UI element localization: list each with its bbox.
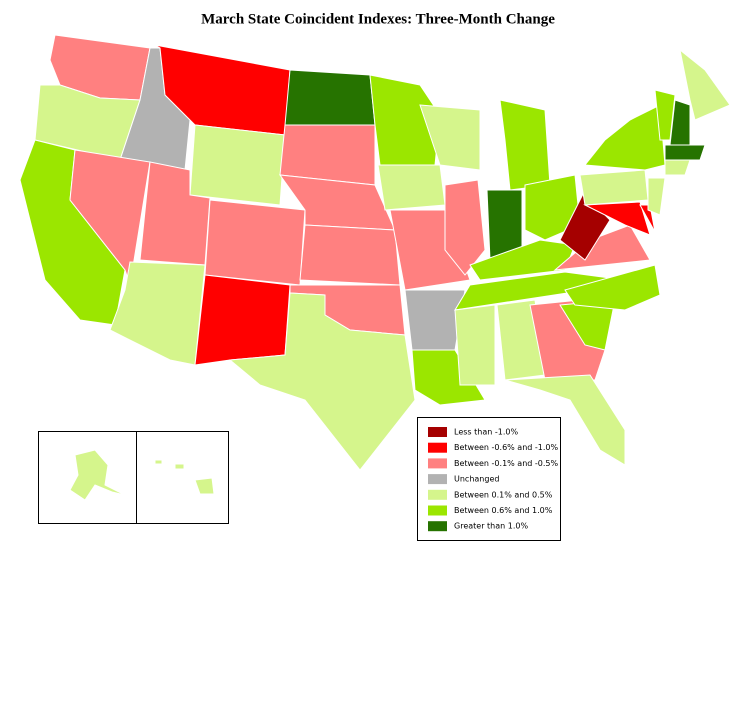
state (504, 374, 626, 466)
state (154, 459, 163, 465)
state (228, 292, 416, 471)
state (664, 159, 691, 176)
state (654, 89, 676, 141)
state (194, 274, 291, 366)
state (579, 169, 649, 206)
state (194, 477, 215, 495)
state (69, 449, 126, 501)
state (377, 164, 446, 211)
legend-swatch (428, 505, 447, 516)
legend-swatch (428, 442, 447, 453)
state (204, 199, 306, 286)
legend-swatch (428, 521, 447, 532)
legend-label: Unchanged (454, 475, 499, 484)
state (411, 349, 486, 406)
state (299, 224, 401, 286)
state (139, 161, 211, 266)
state (444, 179, 486, 276)
state (174, 463, 185, 470)
legend-swatch (428, 458, 447, 469)
state (284, 69, 376, 126)
legend-label: Greater than 1.0% (454, 522, 528, 531)
state (524, 174, 581, 241)
map-title: March State Coincident Indexes: Three-Mo… (201, 11, 555, 27)
state (189, 124, 286, 206)
legend-swatch (428, 489, 447, 500)
state (679, 48, 731, 121)
inset-frame (38, 431, 229, 524)
legend-label: Between -0.6% and -1.0% (454, 443, 559, 452)
legend-label: Between 0.1% and 0.5% (454, 490, 553, 499)
legend-label: Between 0.6% and 1.0% (454, 506, 553, 515)
state (583, 201, 651, 236)
legend-swatch (428, 427, 447, 437)
state (564, 264, 661, 311)
state (109, 261, 206, 366)
legend-label: Between -0.1% and -0.5% (454, 459, 559, 468)
legend-swatch (428, 474, 447, 485)
state (664, 144, 706, 161)
legend: Less than -1.0% Between -0.6% and -1.0% Be… (428, 427, 559, 532)
state (454, 304, 496, 386)
states (19, 34, 731, 501)
legend-label: Less than -1.0% (454, 428, 518, 437)
state (419, 104, 481, 171)
